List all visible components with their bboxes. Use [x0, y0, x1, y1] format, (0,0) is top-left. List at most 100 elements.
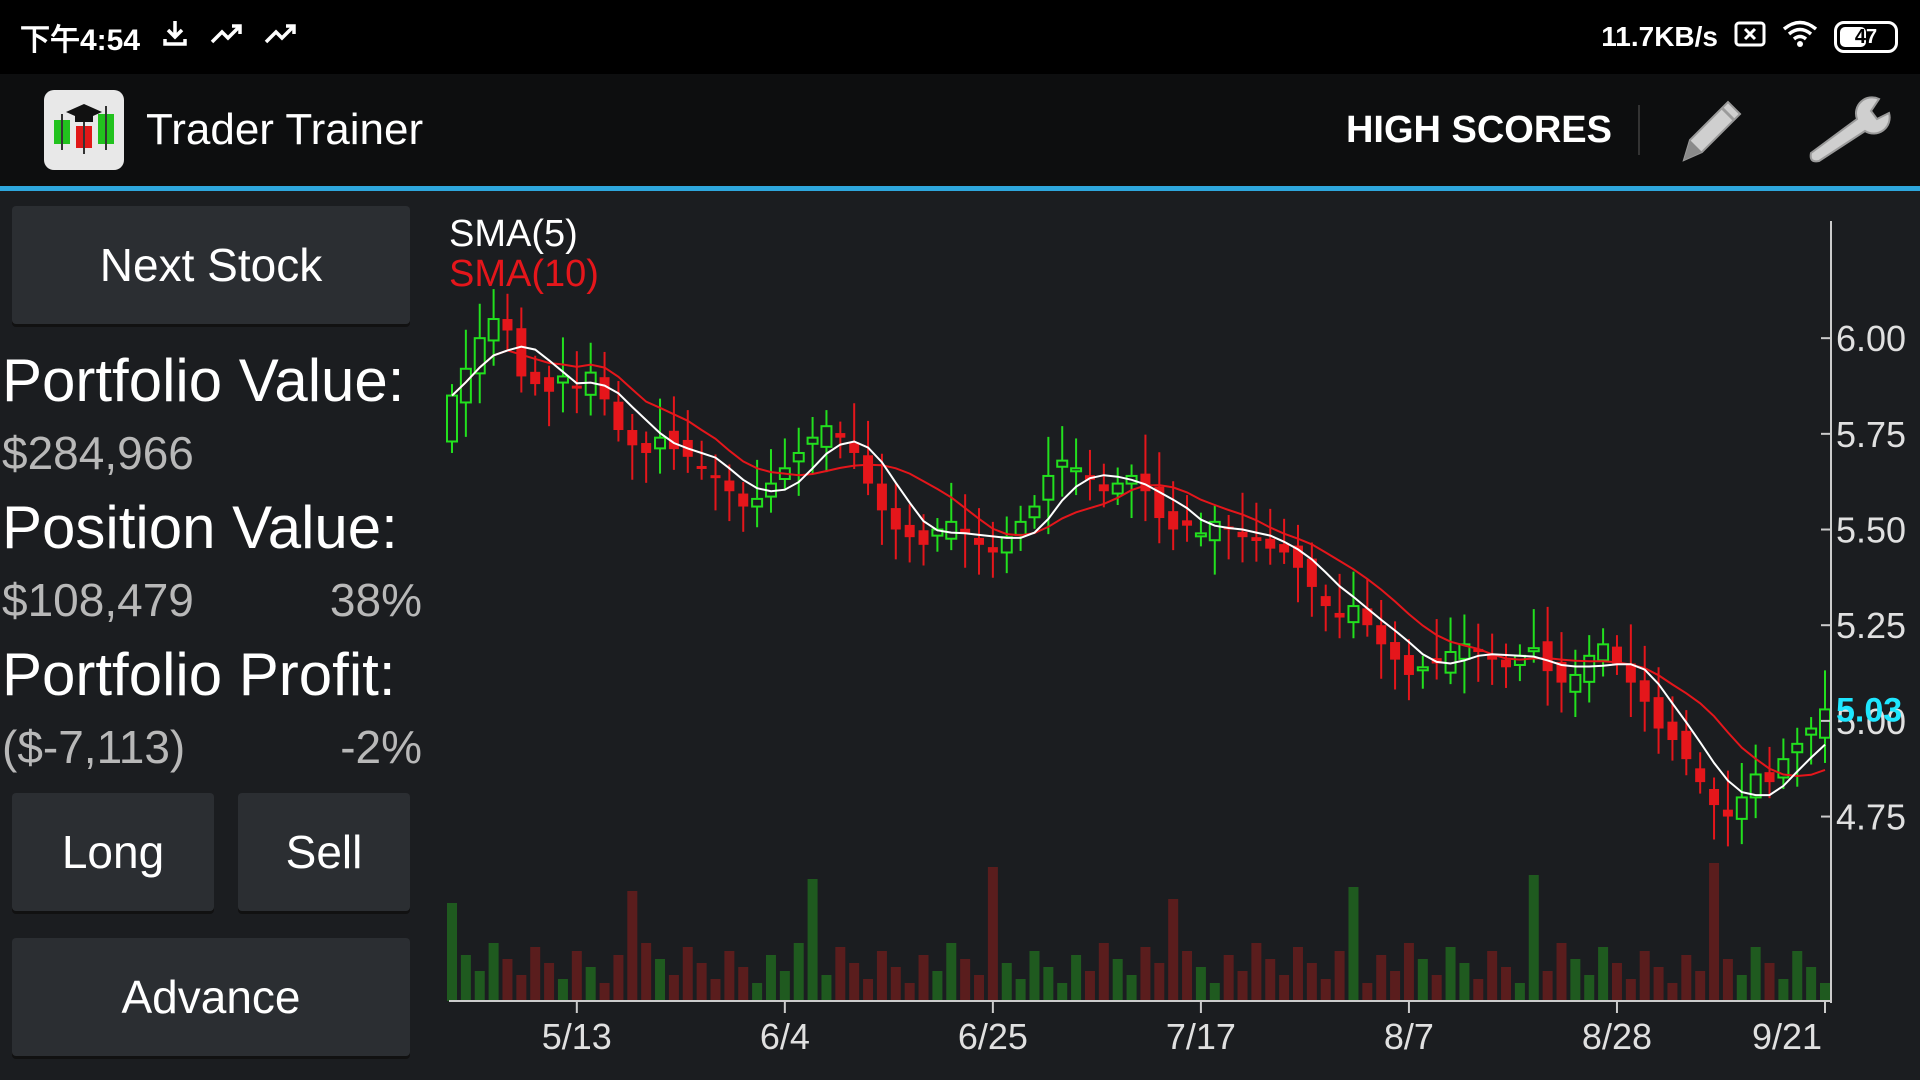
- volume-bar: [1362, 983, 1373, 1001]
- volume-bar: [1431, 975, 1442, 1001]
- candle-body: [668, 430, 679, 450]
- volume-bar: [960, 959, 971, 1001]
- y-axis-ticks: 6.00 5.75 5.50 5.25 5.00 4.75: [1821, 318, 1906, 838]
- volume-bar: [1390, 971, 1401, 1001]
- y-tick-label: 5.25: [1836, 605, 1906, 646]
- volume-bar: [1098, 943, 1109, 1001]
- legend-sma10: SMA(10): [449, 253, 599, 295]
- candle-body: [1111, 482, 1124, 495]
- volume-bar: [599, 983, 610, 1001]
- sell-button[interactable]: Sell: [238, 793, 410, 911]
- volume-bar: [974, 975, 985, 1001]
- high-scores-button[interactable]: HIGH SCORES: [1320, 105, 1640, 155]
- portfolio-profit-label: Portfolio Profit:: [2, 641, 396, 708]
- candle-body: [1556, 661, 1567, 683]
- candle-body: [599, 377, 610, 400]
- volume-bar: [890, 967, 901, 1001]
- volume-bar: [1334, 951, 1345, 1001]
- trading-panel: Next Stock Portfolio Value: $284,966 Pos…: [0, 191, 430, 1080]
- volume-bar: [641, 943, 652, 1001]
- volume-bar: [530, 947, 541, 1001]
- candle-body: [1362, 608, 1373, 626]
- candle-body: [641, 443, 652, 453]
- candle-body: [1611, 646, 1622, 664]
- wifi-icon: [1782, 20, 1818, 55]
- candle-body: [1653, 697, 1664, 729]
- volume-bar: [835, 947, 846, 1001]
- position-percent: 38%: [329, 574, 422, 626]
- candle-body: [1695, 768, 1706, 783]
- position-value-row: $108,479 38%: [2, 573, 422, 627]
- portfolio-value-row: $284,966: [2, 426, 422, 480]
- price-chart[interactable]: 6.00 5.75 5.50 5.25 5.00 4.75 5/13 6/4 6/25 7/17…: [440, 191, 1920, 1080]
- volume-bar: [1182, 951, 1193, 1001]
- volume-bar: [1265, 959, 1276, 1001]
- volume-bar: [849, 963, 860, 1001]
- candle-body: [473, 337, 486, 375]
- candle-body: [1056, 459, 1069, 468]
- volume-bar: [1126, 975, 1137, 1001]
- long-button[interactable]: Long: [12, 793, 214, 911]
- next-stock-button[interactable]: Next Stock: [12, 206, 410, 324]
- candle-body: [1819, 708, 1831, 739]
- sma10-line: [451, 349, 1826, 778]
- pencil-icon: [1670, 88, 1750, 173]
- candle-body: [1070, 467, 1083, 473]
- candle-body: [1194, 532, 1207, 538]
- x-tick-label: 7/17: [1166, 1016, 1236, 1057]
- settings-button[interactable]: [1780, 74, 1920, 186]
- candle-body: [806, 436, 819, 445]
- portfolio-value-label: Portfolio Value:: [2, 347, 405, 414]
- advance-button[interactable]: Advance: [12, 938, 410, 1056]
- volume-bar: [1514, 983, 1525, 1001]
- candle-body: [1749, 773, 1762, 799]
- volume-bar: [1223, 955, 1234, 1001]
- candle-body: [1279, 544, 1290, 553]
- y-tick-label: 6.00: [1836, 318, 1906, 359]
- volume-bar: [1584, 975, 1595, 1001]
- volume-bar: [1820, 983, 1830, 1001]
- candle-body: [1764, 772, 1775, 783]
- volume-bar: [1001, 963, 1012, 1001]
- volume-bar: [1445, 947, 1456, 1001]
- candle-body: [792, 451, 805, 463]
- network-speed: 11.7KB/s: [1601, 21, 1718, 52]
- volume-bar: [793, 943, 804, 1001]
- volume-bar: [1598, 947, 1609, 1001]
- candle-body: [1667, 721, 1678, 741]
- candle-body: [1805, 727, 1818, 736]
- volume-bar: [627, 891, 638, 1001]
- candle-body: [751, 497, 764, 508]
- volume-bar: [710, 979, 721, 1001]
- candle-body: [876, 483, 887, 511]
- volume-bar: [488, 943, 499, 1001]
- volume-bar: [1292, 947, 1303, 1001]
- volume-bar: [863, 979, 874, 1001]
- volume-bar: [779, 971, 790, 1001]
- candle-body: [1473, 648, 1484, 652]
- candle-body: [1639, 680, 1650, 702]
- volume-bar: [544, 963, 555, 1001]
- volume-bar: [1015, 979, 1026, 1001]
- candle-body: [1597, 643, 1610, 662]
- volume-bar: [752, 983, 763, 1001]
- candle-body: [571, 385, 582, 389]
- candle-body: [446, 394, 458, 443]
- volume-bar: [1556, 943, 1567, 1001]
- battery-indicator: 47: [1834, 21, 1898, 53]
- volume-bar: [1625, 979, 1636, 1001]
- download-icon: [160, 18, 190, 56]
- volume-bar: [1237, 971, 1248, 1001]
- candle-body: [849, 442, 860, 453]
- candle-body: [502, 319, 513, 331]
- x-tick-label: 9/21: [1752, 1016, 1822, 1057]
- candle-body: [1347, 605, 1360, 624]
- volume-bar: [807, 879, 818, 1001]
- candle-body: [544, 377, 555, 392]
- no-sim-icon: [1734, 21, 1766, 54]
- x-tick-label: 5/13: [542, 1016, 612, 1057]
- y-tick-label: 5.50: [1836, 510, 1906, 551]
- edit-button[interactable]: [1640, 74, 1780, 186]
- candle-body: [1722, 809, 1733, 817]
- candle-body: [1251, 537, 1262, 541]
